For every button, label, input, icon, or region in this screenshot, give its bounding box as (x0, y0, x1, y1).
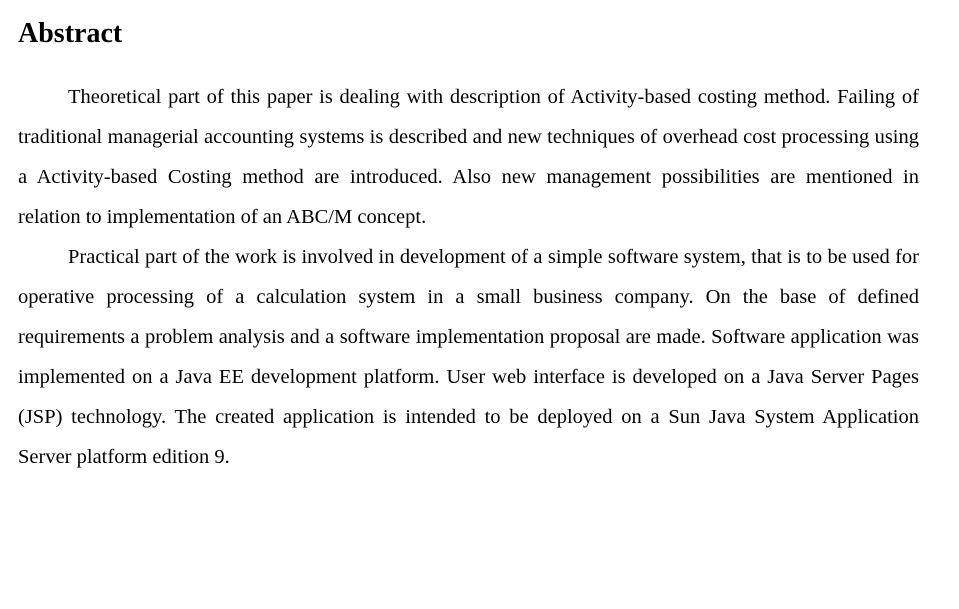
document-page: Abstract Theoretical part of this paper … (0, 0, 959, 478)
abstract-paragraph-2: Practical part of the work is involved i… (18, 238, 919, 478)
abstract-heading: Abstract (18, 18, 919, 50)
abstract-paragraph-1: Theoretical part of this paper is dealin… (18, 78, 919, 238)
